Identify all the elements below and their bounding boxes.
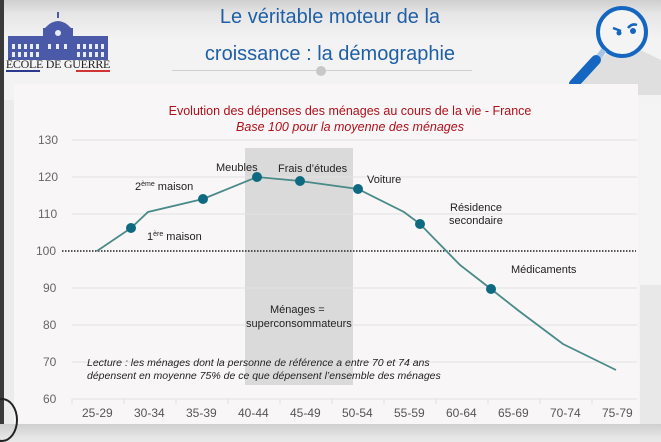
marker-second-house bbox=[198, 194, 208, 204]
logo-text: ÉCOLE DE GUERRE bbox=[5, 57, 111, 71]
marker-first-house bbox=[126, 223, 136, 233]
label-second-home-2: secondaire bbox=[449, 215, 503, 227]
x-axis-ticks bbox=[71, 399, 593, 404]
title-divider-dot bbox=[316, 66, 326, 76]
label-second-home-1: Résidence bbox=[450, 202, 502, 214]
svg-text:35-39: 35-39 bbox=[186, 406, 217, 420]
svg-text:75-79: 75-79 bbox=[602, 406, 633, 420]
slide-title-line1: Le véritable moteur de la bbox=[219, 6, 441, 28]
chart-title: Evolution des dépenses des ménages au co… bbox=[168, 104, 532, 118]
slide-left-margin bbox=[4, 100, 14, 424]
svg-text:70-74: 70-74 bbox=[550, 406, 581, 420]
band-label-2: superconsommateurs bbox=[246, 318, 352, 330]
data-markers bbox=[126, 172, 496, 294]
label-first-house: 1ère maison bbox=[147, 231, 202, 243]
marker-education bbox=[295, 176, 305, 186]
y-axis-labels: 130 120 110 100 90 80 70 60 bbox=[36, 133, 58, 406]
svg-text:40-44: 40-44 bbox=[238, 406, 269, 420]
slide-title-line2: croissance : la démographie bbox=[204, 43, 456, 65]
annotations: 1ère maison 2ème maison Meubles Frais d’… bbox=[87, 162, 577, 382]
line-chart: 130 120 110 100 90 80 70 60 25-29 30-34 … bbox=[36, 133, 637, 420]
svg-text:120: 120 bbox=[38, 170, 58, 184]
svg-text:45-49: 45-49 bbox=[290, 406, 321, 420]
logo-underline-blue bbox=[6, 70, 40, 72]
superconsumer-band bbox=[245, 148, 353, 385]
band-label-1: Ménages = bbox=[270, 304, 325, 316]
svg-text:90: 90 bbox=[43, 281, 57, 295]
ecole-de-guerre-building-logo bbox=[8, 12, 108, 60]
reading-note-2: dépensent en moyenne 75% de ce que dépen… bbox=[87, 370, 442, 382]
marker-second-home bbox=[415, 219, 425, 229]
slide-right-margin bbox=[640, 285, 661, 424]
label-medicine: Médicaments bbox=[511, 264, 577, 276]
svg-text:30-34: 30-34 bbox=[134, 406, 165, 420]
window-left-edge bbox=[0, 0, 4, 424]
reading-note-1: Lecture : les ménages dont la personne d… bbox=[87, 357, 430, 369]
svg-text:110: 110 bbox=[38, 207, 57, 221]
magnifier-angry-eyes-icon bbox=[569, 6, 661, 95]
marker-medicine bbox=[486, 284, 496, 294]
svg-text:25-29: 25-29 bbox=[82, 406, 113, 420]
label-furniture: Meubles bbox=[216, 162, 258, 174]
x-axis-labels: 25-29 30-34 35-39 40-44 45-49 50-54 55-5… bbox=[82, 406, 633, 420]
svg-text:80: 80 bbox=[43, 318, 57, 332]
svg-text:65-69: 65-69 bbox=[498, 406, 529, 420]
label-second-house: 2ème maison bbox=[135, 181, 193, 193]
svg-text:60: 60 bbox=[43, 392, 57, 406]
spending-line bbox=[96, 176, 617, 371]
svg-text:70: 70 bbox=[43, 355, 57, 369]
label-car: Voiture bbox=[367, 174, 401, 186]
marker-car bbox=[353, 184, 363, 194]
svg-text:55-59: 55-59 bbox=[394, 406, 425, 420]
logo-underline-red bbox=[76, 70, 110, 72]
chart-subtitle: Base 100 pour la moyenne des ménages bbox=[236, 120, 464, 134]
svg-text:130: 130 bbox=[38, 133, 58, 147]
label-education: Frais d’études bbox=[278, 163, 348, 175]
svg-text:50-54: 50-54 bbox=[342, 406, 373, 420]
svg-text:100: 100 bbox=[36, 244, 56, 258]
svg-text:60-64: 60-64 bbox=[446, 406, 477, 420]
gridlines bbox=[72, 139, 637, 400]
marker-furniture bbox=[252, 172, 262, 182]
